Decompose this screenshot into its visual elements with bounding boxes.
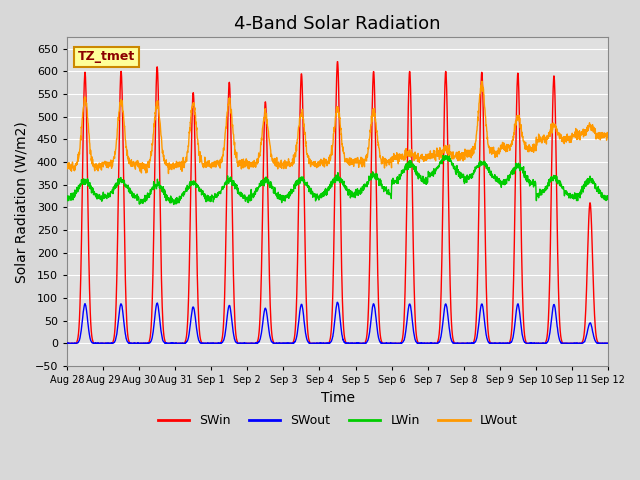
X-axis label: Time: Time: [321, 391, 355, 405]
Y-axis label: Solar Radiation (W/m2): Solar Radiation (W/m2): [15, 121, 29, 283]
Title: 4-Band Solar Radiation: 4-Band Solar Radiation: [234, 15, 441, 33]
Text: TZ_tmet: TZ_tmet: [78, 50, 135, 63]
Legend: SWin, SWout, LWin, LWout: SWin, SWout, LWin, LWout: [152, 409, 522, 432]
